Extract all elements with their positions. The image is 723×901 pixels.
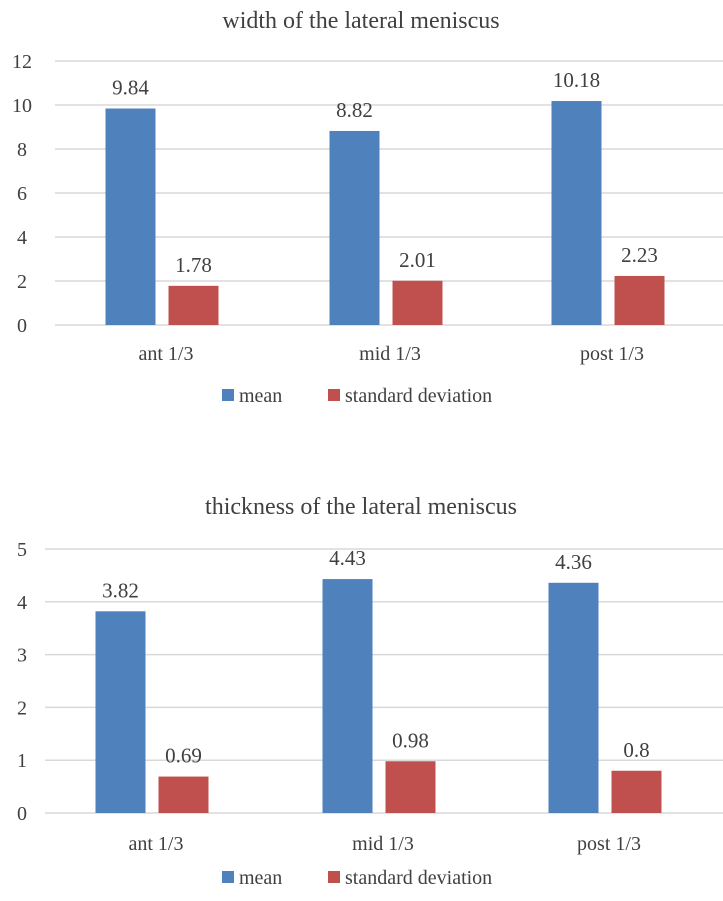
y-tick-label: 5 [17, 539, 27, 561]
bar-standard-deviation [392, 280, 443, 325]
y-tick-label: 12 [12, 51, 32, 73]
y-tick-label: 4 [17, 227, 27, 249]
bar-standard-deviation [614, 275, 665, 325]
x-tick-label: mid 1/3 [352, 833, 414, 855]
bar-mean [322, 579, 373, 813]
y-tick-label: 2 [17, 697, 27, 719]
legend-swatch-standard-deviation [328, 871, 340, 883]
chart-title: thickness of the lateral meniscus [205, 494, 517, 520]
legend-swatch-standard-deviation [328, 389, 340, 401]
y-tick-label: 4 [17, 592, 27, 614]
bar-mean [105, 108, 156, 326]
chart-2: thickness of the lateral meniscus 0 1 2 3 4 5 3… [17, 494, 723, 889]
data-label: 2.01 [399, 248, 436, 272]
data-label: 0.8 [623, 738, 649, 762]
y-tick-label: 1 [17, 750, 27, 772]
data-label: 0.98 [392, 728, 429, 752]
chart-1: width of the lateral meniscus 0 2 4 6 8 10 12 9.… [12, 8, 723, 407]
x-tick-label: post 1/3 [577, 833, 641, 855]
bar-standard-deviation [611, 770, 662, 813]
y-tick-label: 3 [17, 645, 27, 667]
y-tick-label: 6 [17, 183, 27, 205]
data-label: 8.82 [336, 98, 373, 122]
data-label: 0.69 [165, 744, 202, 768]
bar-mean [551, 101, 602, 325]
legend-label: standard deviation [345, 867, 492, 889]
x-tick-label: mid 1/3 [359, 343, 421, 365]
bar-standard-deviation [158, 776, 209, 813]
bar-standard-deviation [385, 761, 436, 813]
y-tick-label: 2 [17, 271, 27, 293]
legend-swatch-mean [222, 389, 234, 401]
data-label: 2.23 [621, 243, 658, 267]
bar-mean [329, 130, 380, 325]
x-tick-label: post 1/3 [580, 343, 644, 365]
chart-title: width of the lateral meniscus [222, 8, 499, 34]
y-tick-label: 10 [12, 95, 32, 117]
data-label: 3.82 [102, 578, 139, 602]
bar-mean [95, 611, 146, 813]
y-tick-label: 8 [17, 139, 27, 161]
legend-label: mean [239, 867, 282, 889]
x-tick-label: ant 1/3 [129, 833, 184, 855]
bar-standard-deviation [168, 285, 219, 325]
x-tick-label: ant 1/3 [139, 343, 194, 365]
y-tick-label: 0 [17, 803, 27, 825]
data-label: 4.43 [329, 546, 366, 570]
data-label: 10.18 [553, 68, 600, 92]
data-label: 1.78 [175, 253, 212, 277]
legend-swatch-mean [222, 871, 234, 883]
data-label: 4.36 [555, 550, 592, 574]
legend-label: standard deviation [345, 385, 492, 407]
y-tick-label: 0 [17, 315, 27, 337]
legend-label: mean [239, 385, 282, 407]
data-label: 9.84 [112, 76, 149, 100]
bar-mean [548, 582, 599, 813]
